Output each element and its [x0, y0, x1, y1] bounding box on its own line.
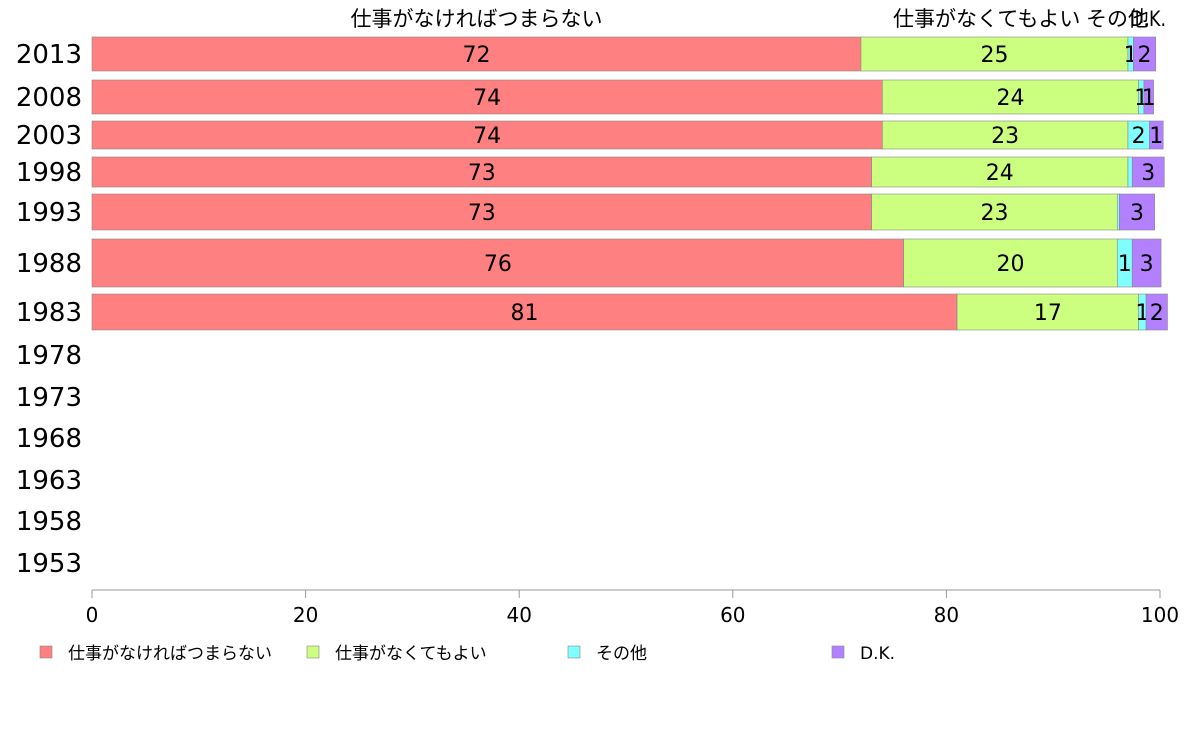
data-label: 72	[462, 43, 490, 68]
data-label: 3	[1141, 161, 1155, 186]
bar-segment	[91, 238, 904, 288]
data-label: 25	[980, 43, 1008, 68]
bar-segment	[1116, 193, 1120, 231]
data-label: 17	[1034, 301, 1062, 326]
x-tick-label: 60	[720, 603, 745, 627]
x-tick-label: 0	[86, 603, 99, 627]
data-label: 1	[1142, 86, 1156, 111]
y-tick-label: 1978	[16, 341, 82, 371]
y-tick-label: 2013	[16, 40, 82, 70]
y-tick-label: 1973	[16, 383, 82, 413]
bar-segment	[91, 36, 862, 72]
data-label: 74	[473, 124, 501, 149]
y-tick-label: 1983	[16, 298, 82, 328]
data-label: 24	[986, 161, 1014, 186]
x-tick-label: 40	[506, 603, 531, 627]
legend-label: D.K.	[860, 644, 895, 664]
x-tick-label: 20	[293, 603, 318, 627]
data-label: 74	[473, 86, 501, 111]
bar-segment	[1145, 293, 1168, 331]
top-series-label: その他	[1086, 7, 1149, 31]
bar-segment	[1131, 156, 1165, 188]
top-series-label: 仕事がなければつまらない	[350, 7, 602, 31]
bar-segment	[860, 36, 1129, 72]
bar-segment	[91, 293, 958, 331]
data-label: 3	[1130, 201, 1144, 226]
data-label: 23	[991, 124, 1019, 149]
bar-segment	[91, 156, 872, 188]
bar-segment	[871, 193, 1118, 231]
bar-segment	[871, 156, 1129, 188]
y-tick-label: 1963	[16, 466, 82, 496]
data-label: 81	[511, 301, 539, 326]
data-label: 20	[996, 252, 1024, 277]
y-tick-label: 1993	[16, 198, 82, 228]
legend-swatch	[39, 645, 53, 659]
top-series-label: 仕事がなくてもよい	[893, 7, 1080, 31]
bar-segment	[882, 120, 1129, 150]
y-tick-label: 2003	[16, 121, 82, 151]
x-tick-label: 80	[934, 603, 959, 627]
data-label: 73	[468, 161, 496, 186]
bar-segment	[903, 238, 1118, 288]
y-tick-label: 1998	[16, 158, 82, 188]
bar-segment	[1131, 238, 1162, 288]
bar-segment	[91, 120, 883, 150]
legend-swatch	[831, 645, 845, 659]
y-tick-label: 1988	[16, 249, 82, 279]
data-label: 73	[468, 201, 496, 226]
y-tick-label: 1958	[16, 507, 82, 537]
bar-segment	[1149, 120, 1164, 150]
data-label: 3	[1140, 252, 1154, 277]
data-label: 23	[980, 201, 1008, 226]
data-label: 76	[484, 252, 512, 277]
bar-segment	[956, 293, 1139, 331]
data-label: 1	[1118, 252, 1132, 277]
data-label: 2	[1150, 301, 1164, 326]
legend-label: 仕事がなくてもよい	[335, 644, 487, 664]
legend-swatch	[567, 645, 581, 659]
bar-segment	[1143, 79, 1154, 115]
legend-label: その他	[596, 644, 647, 664]
bar-segment	[882, 79, 1139, 115]
y-tick-label: 2008	[16, 83, 82, 113]
data-label: 2	[1132, 124, 1146, 149]
data-label: 24	[996, 86, 1024, 111]
legend-swatch	[306, 645, 320, 659]
bar-segment	[91, 79, 883, 115]
y-tick-label: 1968	[16, 424, 82, 454]
bar-segment	[1133, 36, 1157, 72]
top-series-label: D.K.	[1130, 7, 1166, 31]
bar-segment	[1127, 156, 1133, 188]
data-label: 2	[1138, 43, 1152, 68]
legend-label: 仕事がなければつまらない	[68, 644, 272, 664]
x-tick-label: 100	[1141, 603, 1179, 627]
y-tick-label: 1953	[16, 549, 82, 579]
data-label: 1	[1149, 124, 1163, 149]
bar-segment	[1119, 193, 1155, 231]
bar-segment	[91, 193, 872, 231]
